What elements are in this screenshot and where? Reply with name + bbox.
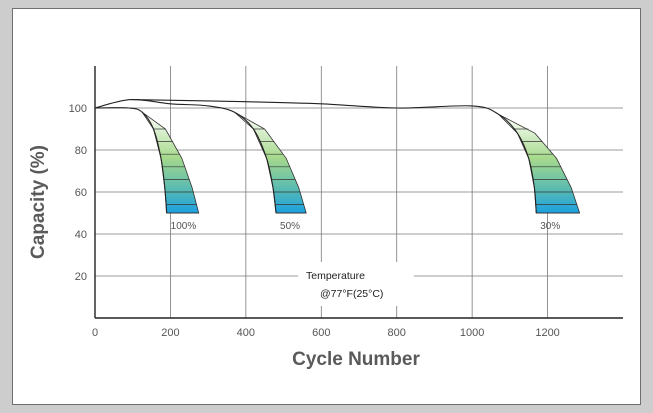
x-tick-label: 1200 [535,327,559,339]
y-tick-label: 80 [75,145,87,157]
capacity-band-50pct [234,111,307,214]
axes [94,66,623,319]
x-tick-label: 400 [237,327,255,339]
x-tick-label: 0 [92,327,98,339]
temperature-note: Temperature @77°F(25°C) [298,262,414,306]
y-tick-label: 60 [75,187,87,199]
y-axis-title: Capacity (%) [28,145,49,259]
x-tick-label: 800 [388,327,406,339]
x-tick-label: 200 [161,327,179,339]
annotation-box [298,262,414,306]
labels: 0 200 400 600 800 1000 1200 20 40 60 80 100 100% 50% 3… [69,103,561,339]
series-label-30pct: 30% [540,221,560,232]
series-label-100pct: 100% [171,221,197,232]
annotation-line-2: @77°F(25°C) [320,288,383,300]
y-tick-label: 40 [75,229,87,241]
y-tick-label: 20 [75,271,87,283]
capacity-bands [141,111,581,214]
capacity-band-30pct [498,113,581,214]
series-line-30pct [130,99,537,214]
annotation-line-1: Temperature [306,270,365,282]
x-tick-label: 600 [312,327,330,339]
series-lines [94,98,537,214]
y-tick-label: 100 [69,103,87,115]
series-line-100pct [94,107,168,214]
x-axis-title: Cycle Number [292,349,420,370]
series-label-50pct: 50% [280,221,300,232]
x-tick-label: 1000 [460,327,484,339]
